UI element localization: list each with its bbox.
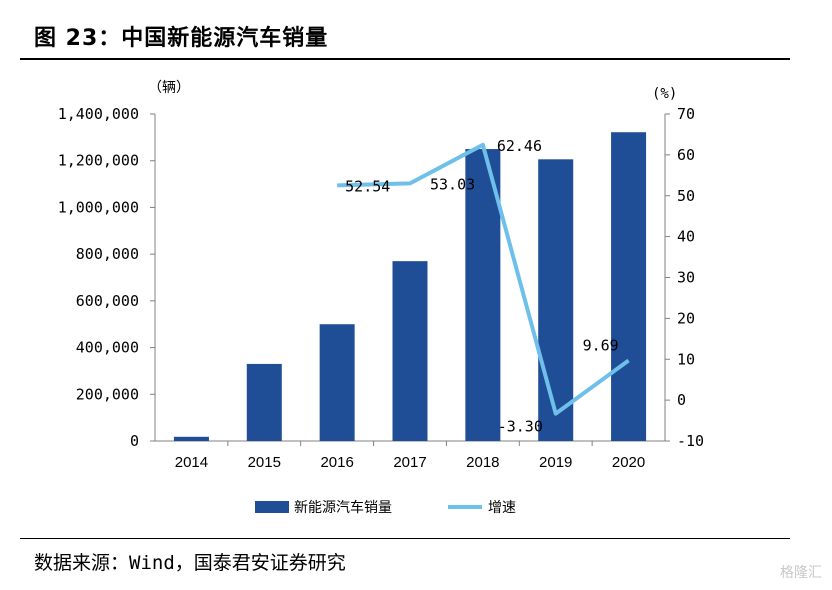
legend-swatch-sales (255, 501, 289, 513)
left-tick-label: 200,000 (76, 385, 139, 403)
left-tick-label: 1,400,000 (58, 105, 139, 123)
x-tick-label: 2018 (466, 454, 499, 471)
right-tick-label: 60 (677, 146, 695, 164)
source-note: 数据来源：Wind，国泰君安证券研究 (34, 552, 346, 574)
right-tick-label: 10 (677, 350, 695, 368)
watermark: 格隆汇 (780, 565, 822, 581)
x-tick-label: 2016 (320, 454, 353, 471)
bar-sales (611, 132, 647, 441)
bar-sales (246, 363, 282, 441)
legend-label-sales: 新能源汽车销量 (294, 499, 392, 516)
bar-sales (538, 159, 574, 441)
x-tick-label: 2019 (539, 454, 572, 471)
right-tick-label: 30 (677, 269, 695, 287)
growth-data-label: 52.54 (345, 177, 390, 195)
legend-label-growth: 增速 (488, 500, 516, 516)
left-tick-label: 400,000 (76, 339, 139, 357)
chart: 0 200,000 400,000 600,000 800,000 1,000,000 1,… (58, 80, 704, 516)
growth-data-label: 62.46 (497, 137, 542, 155)
growth-data-label: 53.03 (430, 175, 475, 193)
left-tick-label: 1,000,000 (58, 198, 139, 216)
right-tick-label: -10 (677, 432, 704, 450)
x-tick-label: 2017 (393, 454, 426, 471)
bottom-rule (20, 538, 790, 539)
figure-title: 图 23：中国新能源汽车销量 (34, 26, 329, 51)
x-tick-label: 2015 (248, 454, 281, 471)
bar-sales (465, 149, 501, 442)
bar-sales (392, 261, 428, 441)
growth-data-label: -3.30 (498, 418, 543, 436)
left-axis-unit: （辆） (148, 80, 190, 96)
right-tick-label: 70 (677, 105, 695, 123)
right-tick-label: 20 (677, 309, 695, 327)
left-tick-label: 1,200,000 (58, 152, 139, 170)
left-tick-label: 800,000 (76, 245, 139, 263)
right-tick-label: 0 (677, 391, 686, 409)
top-rule (20, 58, 790, 60)
left-tick-label: 0 (130, 432, 139, 450)
bar-sales (319, 324, 355, 441)
right-axis-unit: (%) (652, 86, 677, 102)
right-tick-label: 50 (677, 187, 695, 205)
x-tick-label: 2020 (612, 454, 645, 471)
left-tick-label: 600,000 (76, 292, 139, 310)
line-growth (337, 142, 630, 416)
x-tick-label: 2014 (175, 454, 208, 471)
bar-sales (173, 436, 209, 441)
right-tick-label: 40 (677, 228, 695, 246)
growth-data-label: 9.69 (583, 337, 619, 355)
